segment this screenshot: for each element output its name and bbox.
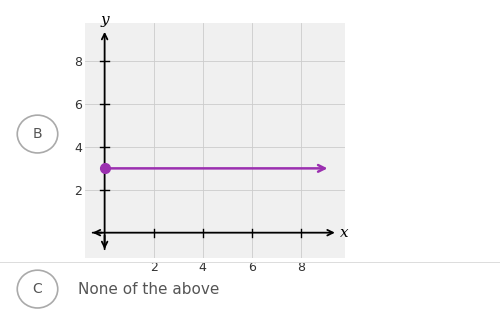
Text: C: C [32,282,42,296]
Text: None of the above: None of the above [78,282,220,297]
Text: B: B [32,127,42,141]
Text: y: y [100,14,109,27]
Text: x: x [340,226,348,240]
